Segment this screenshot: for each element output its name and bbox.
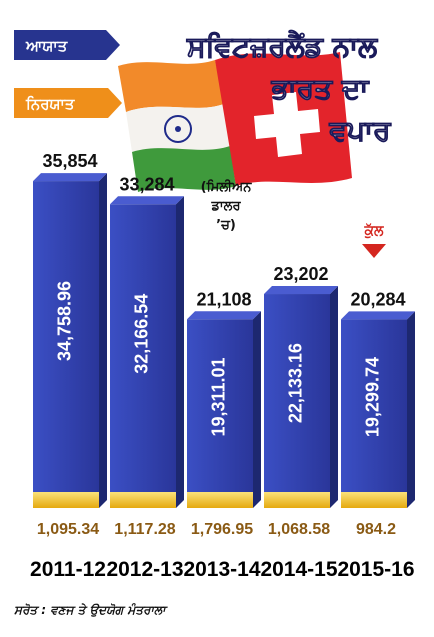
import-bar bbox=[33, 181, 99, 493]
export-bar bbox=[264, 492, 330, 508]
title-line: ਵਪਾਰ bbox=[329, 114, 393, 147]
legend-label: ਆਯਾਤ bbox=[25, 37, 69, 55]
bar-top bbox=[187, 311, 261, 320]
import-value: 19,299.74 bbox=[363, 357, 383, 437]
chart-title: ਸਵਿਟਜ਼ਰਲੈਂਡ ਨਾਲ ਭਾਰਤ ਦਾ ਵਪਾਰ bbox=[186, 30, 393, 148]
total-value: 20,284 bbox=[350, 289, 405, 309]
year-label: 2013-14 bbox=[183, 558, 260, 581]
unit-note: (ਮਿਲੀਅਨ ਡਾਲਰ ’ਚ) bbox=[201, 179, 253, 233]
down-arrow-icon bbox=[362, 244, 386, 258]
total-value: 33,284 bbox=[119, 174, 174, 194]
legend: ਆਯਾਤ ਨਿਰਯਾਤ bbox=[14, 30, 122, 118]
bar-top bbox=[110, 196, 184, 205]
year-label: 2011-12 bbox=[30, 558, 106, 581]
export-bar bbox=[110, 492, 176, 508]
bar-side bbox=[407, 311, 415, 508]
import-value: 22,133.16 bbox=[286, 343, 306, 423]
bars: 35,854 34,758.96 1,095.34 2011-12 33,284 32,1… bbox=[30, 151, 415, 581]
export-bar bbox=[33, 492, 99, 508]
bar-side bbox=[99, 173, 107, 509]
unit-line: ਡਾਲਰ bbox=[210, 199, 241, 214]
unit-line: (ਮਿਲੀਅਨ bbox=[201, 179, 253, 195]
total-value: 23,202 bbox=[273, 264, 328, 284]
import-bar bbox=[341, 319, 407, 492]
import-bar bbox=[110, 204, 176, 492]
export-value: 1,796.95 bbox=[191, 521, 253, 538]
year-label: 2015-16 bbox=[337, 558, 414, 581]
total-tag: ਕੁੱਲ bbox=[363, 223, 384, 239]
export-value: 1,095.34 bbox=[37, 521, 99, 538]
export-bar bbox=[341, 492, 407, 508]
bar-top bbox=[341, 311, 415, 320]
swiss-flag-icon bbox=[215, 52, 352, 186]
import-bar bbox=[187, 319, 253, 492]
legend-item-import: ਆਯਾਤ bbox=[14, 30, 120, 60]
unit-line: ’ਚ) bbox=[216, 218, 236, 233]
export-value: 1,117.28 bbox=[114, 521, 176, 538]
import-value: 32,166.54 bbox=[132, 294, 152, 374]
year-label: 2012-13 bbox=[106, 558, 183, 581]
bar-side bbox=[330, 286, 338, 508]
total-marker: ਕੁੱਲ bbox=[362, 223, 386, 258]
bar-top bbox=[33, 173, 107, 182]
total-value: 21,108 bbox=[196, 289, 251, 309]
source-note: ਸਰੋਤ : ਵਣਜ ਤੇ ਉਦਯੋਗ ਮੰਤਰਾਲਾ bbox=[14, 603, 168, 617]
total-value: 35,854 bbox=[42, 151, 97, 171]
import-bar bbox=[264, 294, 330, 492]
bar-side bbox=[253, 311, 261, 508]
export-bar bbox=[187, 492, 253, 508]
legend-item-export: ਨਿਰਯਾਤ bbox=[14, 88, 122, 118]
export-value: 1,068.58 bbox=[268, 521, 330, 538]
import-value: 34,758.96 bbox=[55, 281, 75, 361]
india-flag-icon bbox=[118, 60, 236, 192]
title-line: ਭਾਰਤ ਦਾ bbox=[271, 72, 371, 105]
title-line: ਸਵਿਟਜ਼ਰਲੈਂਡ ਨਾਲ bbox=[186, 30, 378, 63]
bar-top bbox=[264, 286, 338, 295]
import-value: 19,311.01 bbox=[209, 357, 229, 436]
export-value: 984.2 bbox=[356, 521, 396, 538]
bar-side bbox=[176, 196, 184, 508]
legend-label: ਨਿਰਯਾਤ bbox=[25, 95, 76, 113]
year-label: 2014-15 bbox=[260, 558, 337, 581]
